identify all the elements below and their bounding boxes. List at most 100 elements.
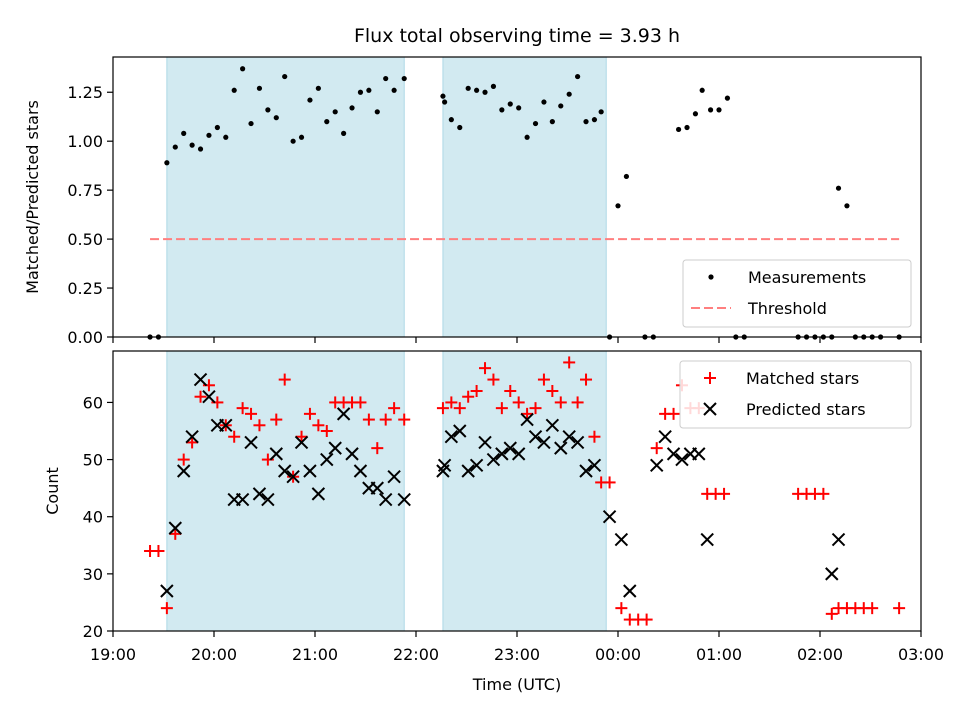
measurement-point [532,120,539,127]
y-tick-label: 30 [83,565,103,584]
measurement-point [189,142,195,148]
predicted-star-point [537,435,551,450]
matched-star-point [186,436,199,449]
matched-star-point [303,407,316,420]
matched-star-point [177,453,190,466]
measurement-point [541,99,547,105]
measurement-point [692,111,699,117]
matched-star-point [546,385,559,397]
predicted-star-point [650,458,664,472]
measurement-point [474,87,480,93]
matched-star-point [571,396,584,409]
predicted-star-point [252,487,267,501]
measurement-point [615,203,621,209]
measurement-point [256,85,263,91]
measurement-point [273,115,279,121]
predicted-star-point [503,441,517,455]
predicted-star-point [614,532,629,547]
matched-star-point [236,402,249,415]
measurement-point [591,117,598,123]
predicted-star-point [286,470,300,484]
measurement-point [558,103,564,109]
x-tick-label: 00:00 [595,645,641,664]
predicted-star-point [219,418,233,432]
measurement-point [223,134,229,140]
matched-star-point [588,430,601,443]
bottom-panel: 20 30 40 50 60 19:00 20:00 21:00 22:00 23:00 00:0… [43,350,944,694]
top-x-ticks [112,337,922,343]
predicted-star-point [511,447,526,461]
measurement-point [448,117,454,123]
measurement-point [844,203,850,209]
matched-star-point [495,402,508,415]
predicted-star-point [244,435,258,450]
chart-title: Flux total observing time = 3.93 h [354,25,680,47]
x-tick-label: 22:00 [393,645,439,664]
measurement-point [835,185,842,191]
bottom-x-ticks: 19:00 20:00 21:00 22:00 23:00 00:00 01:00 02:00… [90,631,944,664]
measurements-legend-marker [708,274,714,280]
y-tick-label: 0.75 [67,181,103,200]
predicted-star-point [570,435,585,450]
measurement-point [516,105,522,111]
measurement-point [524,134,530,140]
y-tick-label: 50 [83,451,103,470]
top-shaded-intervals [166,56,607,338]
predicted-star-point [277,464,292,478]
matched-star-point [453,402,466,415]
predicted-star-point [328,441,342,455]
predicted-star-point [461,464,475,478]
matched-star-point [825,607,838,620]
measurement-point [332,109,338,115]
predicted-star-point [176,464,191,478]
measurement-point [357,89,364,95]
measurement-point [401,75,407,82]
predicted-star-point [397,492,411,507]
predicted-star-point [185,430,199,444]
matched-star-point [640,613,653,626]
measurement-point [623,173,630,180]
measurement-point [240,66,246,72]
measurement-point [324,119,330,125]
top-y-axis-label: Matched/Predicted stars [23,100,42,294]
matched-star-point [817,487,830,500]
measurement-point [197,146,204,152]
x-tick-label: 19:00 [90,645,136,664]
matched-star-point [563,356,576,369]
measurement-point [214,124,220,131]
measurement-point [298,134,305,140]
measurement-point [231,87,237,93]
top-legend-box [682,259,912,328]
top-y-ticks: 0.00 0.25 0.50 0.75 1.00 1.25 [67,83,113,347]
matched-star-point [667,407,680,420]
matched-star-point [388,402,401,415]
matched-star-point [362,413,375,426]
measurement-point [598,109,604,115]
measurement-point [707,107,714,113]
matched-star-point [278,373,291,386]
bottom-legend: Matched stars Predicted stars [679,360,912,429]
measurement-point [315,85,321,91]
measurement-point [566,91,572,97]
matched-star-point [169,527,182,540]
bottom-y-ticks: 20 30 40 50 60 [83,393,113,641]
x-tick-label: 20:00 [191,645,237,664]
measurement-point [366,87,372,93]
matched-star-point [371,442,384,455]
bottom-y-axis-label: Count [43,467,62,515]
predicted-star-point [700,532,714,547]
predicted-star-point [378,492,393,507]
predicted-star-point [294,435,309,450]
matched-star-point [615,602,628,615]
predicted-star-point [692,447,706,461]
predicted-star-point [202,390,216,404]
matched-star-point [462,390,475,403]
matched-star-point [295,430,308,443]
predicted-star-point [675,452,689,467]
y-tick-label: 1.00 [67,132,103,151]
predicted-star-point [825,567,839,581]
matched-star-point [436,402,449,415]
measurement-point [172,144,178,150]
matched-star-point [320,425,333,437]
